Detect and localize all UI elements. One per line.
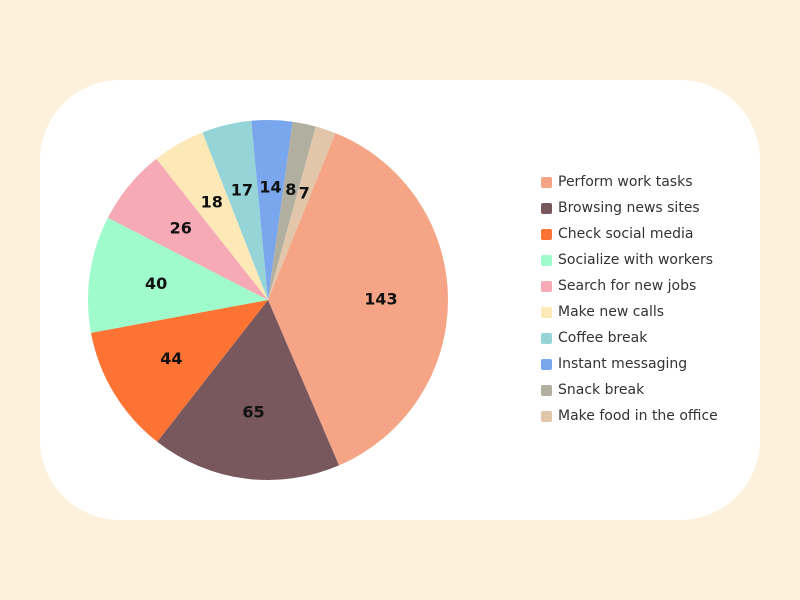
- legend-label: Perform work tasks: [558, 174, 693, 190]
- legend-label: Instant messaging: [558, 356, 688, 372]
- legend-label: Search for new jobs: [558, 278, 697, 294]
- pie-slice: [157, 300, 340, 480]
- legend-swatch: [541, 410, 552, 422]
- legend-swatch: [541, 176, 552, 188]
- legend-swatch: [541, 332, 552, 344]
- pie-slice: [251, 119, 293, 300]
- legend-label: Browsing news sites: [558, 200, 700, 216]
- pie-data-label: 7: [299, 183, 310, 202]
- pie-slices: [87, 119, 448, 480]
- legend-item: Perform work tasks: [541, 169, 718, 195]
- legend-item: Check social media: [541, 221, 718, 247]
- pie-data-label: 65: [242, 403, 264, 422]
- pie-slice: [87, 217, 268, 333]
- pie-data-label: 18: [201, 192, 223, 211]
- legend-swatch: [541, 384, 552, 396]
- legend-label: Socialize with workers: [558, 252, 714, 268]
- legend-swatch: [541, 228, 552, 240]
- legend-item: Make new calls: [541, 299, 718, 325]
- legend-swatch: [541, 280, 552, 292]
- legend-item: Socialize with workers: [541, 247, 718, 273]
- pie-data-label: 26: [170, 219, 192, 238]
- pie-data-label: 143: [364, 289, 397, 308]
- legend-swatch: [541, 202, 552, 214]
- pie-slice: [268, 121, 316, 300]
- pie-data-labels: 143 65 44 40 26 18 17 14 8 7: [145, 178, 398, 422]
- legend-swatch: [541, 306, 552, 318]
- pie-slice: [91, 300, 268, 442]
- pie-slice: [156, 132, 268, 300]
- pie-data-label: 17: [231, 181, 253, 200]
- legend-label: Check social media: [558, 226, 694, 242]
- legend-label: Make new calls: [558, 304, 665, 320]
- pie-slice: [202, 120, 268, 300]
- pie-slice: [107, 158, 268, 300]
- legend-label: Coffee break: [558, 330, 648, 346]
- legend-item: Coffee break: [541, 325, 718, 351]
- pie-data-label: 14: [259, 178, 281, 197]
- pie-slice: [268, 133, 448, 466]
- legend-item: Instant messaging: [541, 351, 718, 377]
- pie-chart: 143 65 44 40 26 18 17 14 8 7: [87, 119, 448, 480]
- pie-data-label: 44: [160, 349, 182, 368]
- pie-data-label: 8: [285, 180, 296, 199]
- chart-card: 143 65 44 40 26 18 17 14 8 7 Perform work tasks Br…: [40, 80, 760, 520]
- legend-item: Snack break: [541, 377, 718, 403]
- legend-item: Search for new jobs: [541, 273, 718, 299]
- legend-label: Make food in the office: [558, 408, 718, 424]
- legend-item: Browsing news sites: [541, 195, 718, 221]
- pie-data-label: 40: [145, 274, 167, 293]
- legend-label: Snack break: [558, 382, 645, 398]
- chart-legend: Perform work tasks Browsing news sites Che…: [541, 169, 718, 429]
- legend-item: Make food in the office: [541, 403, 718, 429]
- legend-swatch: [541, 254, 552, 266]
- legend-swatch: [541, 358, 552, 370]
- pie-slice: [268, 126, 336, 300]
